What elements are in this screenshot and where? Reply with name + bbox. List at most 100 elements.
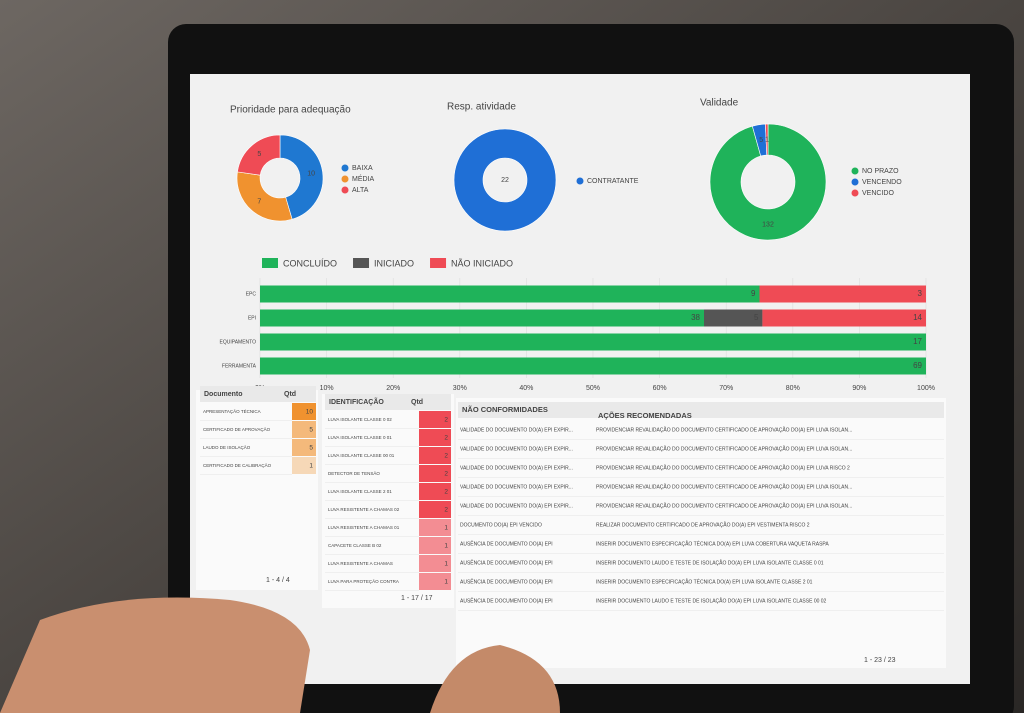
table-cell: DOCUMENTO DO(A) EPI VENCIDO: [460, 522, 542, 528]
table-cell: VALIDADE DO DOCUMENTO DO(A) EPI EXPIR...: [460, 484, 573, 490]
legend-swatch: [851, 167, 859, 175]
table-cell: APRESENTAÇÃO TÉCNICA: [203, 408, 261, 414]
data-label: 7: [257, 199, 261, 206]
table-cell: LAUDO DE ISOLAÇÃO: [203, 444, 251, 450]
table-cell: 1: [444, 561, 448, 568]
chart-title: Resp. atividade: [447, 102, 516, 113]
pagination: 1 - 23 / 23: [864, 657, 896, 664]
data-label: 69: [913, 361, 922, 370]
legend-swatch: [353, 258, 370, 268]
table-cell: 2: [444, 453, 448, 460]
bar: [762, 309, 926, 327]
data-label: 5: [759, 137, 763, 144]
legend-swatch: [262, 258, 278, 268]
donut-slice: [236, 171, 293, 222]
hand: [0, 597, 310, 713]
x-tick-label: 20%: [386, 385, 400, 392]
data-label: 5: [257, 151, 261, 158]
data-label: 38: [691, 313, 700, 322]
x-tick-label: 60%: [653, 385, 667, 392]
heat-cell: [419, 429, 451, 446]
table-cell: AUSÊNCIA DE DOCUMENTO DO(A) EPI: [460, 577, 553, 585]
heat-cell: [419, 519, 451, 536]
chart-title: Prioridade para adequação: [230, 105, 351, 116]
x-tick-label: 90%: [852, 385, 866, 392]
x-tick-label: 30%: [453, 385, 467, 392]
table-cell: PROVIDENCIAR REVALIDAÇÃO DO DOCUMENTO CE…: [596, 426, 852, 433]
table-cell: LUVA RESISTENTE A CHAMAS 01: [328, 525, 400, 530]
legend-swatch: [576, 177, 584, 185]
data-label: 1: [765, 136, 769, 143]
donut-slice: [237, 134, 281, 176]
table-cell: VALIDADE DO DOCUMENTO DO(A) EPI EXPIR...: [460, 465, 573, 471]
data-label: 132: [762, 221, 774, 228]
table-cell: REALIZAR DOCUMENTO CERTIFICADO DE APROVA…: [596, 521, 810, 528]
heat-cell: [419, 447, 451, 464]
heat-cell: [419, 537, 451, 554]
legend-swatch: [341, 175, 349, 183]
legend-swatch: [851, 189, 859, 197]
legend-label: BAIXA: [352, 165, 373, 172]
table-cell: 2: [444, 507, 448, 514]
table-cell: PROVIDENCIAR REVALIDAÇÃO DO DOCUMENTO CE…: [596, 502, 852, 509]
table-cell: 2: [444, 489, 448, 496]
table-cell: 2: [444, 471, 448, 478]
x-tick-label: 10%: [320, 385, 334, 392]
table-cell: 5: [309, 445, 313, 452]
table-cell: INSERIR DOCUMENTO ESPECIFICAÇÃO TÉCNICA …: [596, 540, 829, 547]
table-cell: CERTIFICADO DE APROVAÇÃO: [203, 426, 271, 432]
table-header: [325, 394, 451, 410]
x-tick-label: 100%: [917, 385, 935, 392]
y-tick-label: FERRAMENTA: [222, 363, 257, 369]
column-header: Qtd: [411, 399, 423, 406]
legend-label: VENCENDO: [862, 179, 902, 186]
data-label: 9: [751, 289, 756, 298]
bar: [260, 333, 926, 351]
table-cell: CERTIFICADO DE CALIBRAÇÃO: [203, 462, 272, 468]
column-header: Qtd: [284, 391, 296, 398]
data-label: 3: [918, 289, 923, 298]
x-tick-label: 50%: [586, 385, 600, 392]
x-tick-label: 70%: [719, 385, 733, 392]
table-cell: 1: [444, 525, 448, 532]
legend-swatch: [851, 178, 859, 186]
table-cell: INSERIR DOCUMENTO ESPECIFICAÇÃO TÉCNICA …: [596, 578, 813, 585]
column-header: IDENTIFICAÇÃO: [329, 397, 384, 406]
y-tick-label: EPC: [246, 291, 257, 297]
table-cell: 5: [309, 427, 313, 434]
legend-label: ALTA: [352, 187, 369, 194]
legend-swatch: [341, 186, 349, 194]
table-cell: 2: [444, 435, 448, 442]
table-cell: VALIDADE DO DOCUMENTO DO(A) EPI EXPIR...: [460, 427, 573, 433]
data-label: 14: [913, 313, 922, 322]
panel: [456, 398, 946, 668]
table-cell: LUVA ISOLANTE CLASSE 0 01: [328, 435, 392, 440]
legend-label: NO PRAZO: [862, 168, 899, 175]
heat-cell: [419, 573, 451, 590]
donut-slice: [709, 123, 827, 241]
legend-label: MÉDIA: [352, 174, 375, 183]
table-cell: 1: [309, 463, 313, 470]
y-tick-label: EPI: [248, 315, 256, 321]
heat-cell: [419, 465, 451, 482]
heat-cell: [419, 555, 451, 572]
table-cell: PROVIDENCIAR REVALIDAÇÃO DO DOCUMENTO CE…: [596, 483, 852, 490]
legend-label: CONTRATANTE: [587, 178, 639, 185]
table-cell: LUVA ISOLANTE CLASSE 2 01: [328, 489, 392, 494]
heat-cell: [419, 483, 451, 500]
table-cell: DETECTOR DE TENSÃO: [328, 470, 380, 476]
table-cell: LUVA ISOLANTE CLASSE 00 01: [328, 453, 395, 458]
data-label: 10: [307, 170, 315, 177]
heat-cell: [419, 411, 451, 428]
donut-slice: [765, 123, 769, 156]
y-tick-label: EQUIPAMENTO: [220, 339, 257, 345]
table-cell: PROVIDENCIAR REVALIDAÇÃO DO DOCUMENTO CE…: [596, 464, 850, 471]
legend-label: CONCLUÍDO: [283, 258, 337, 268]
bar: [260, 357, 926, 375]
column-header: NÃO CONFORMIDADES: [462, 405, 548, 414]
hand: [430, 645, 560, 713]
table-cell: LUVA ISOLANTE CLASSE 0 02: [328, 417, 392, 422]
heat-cell: [292, 421, 316, 438]
